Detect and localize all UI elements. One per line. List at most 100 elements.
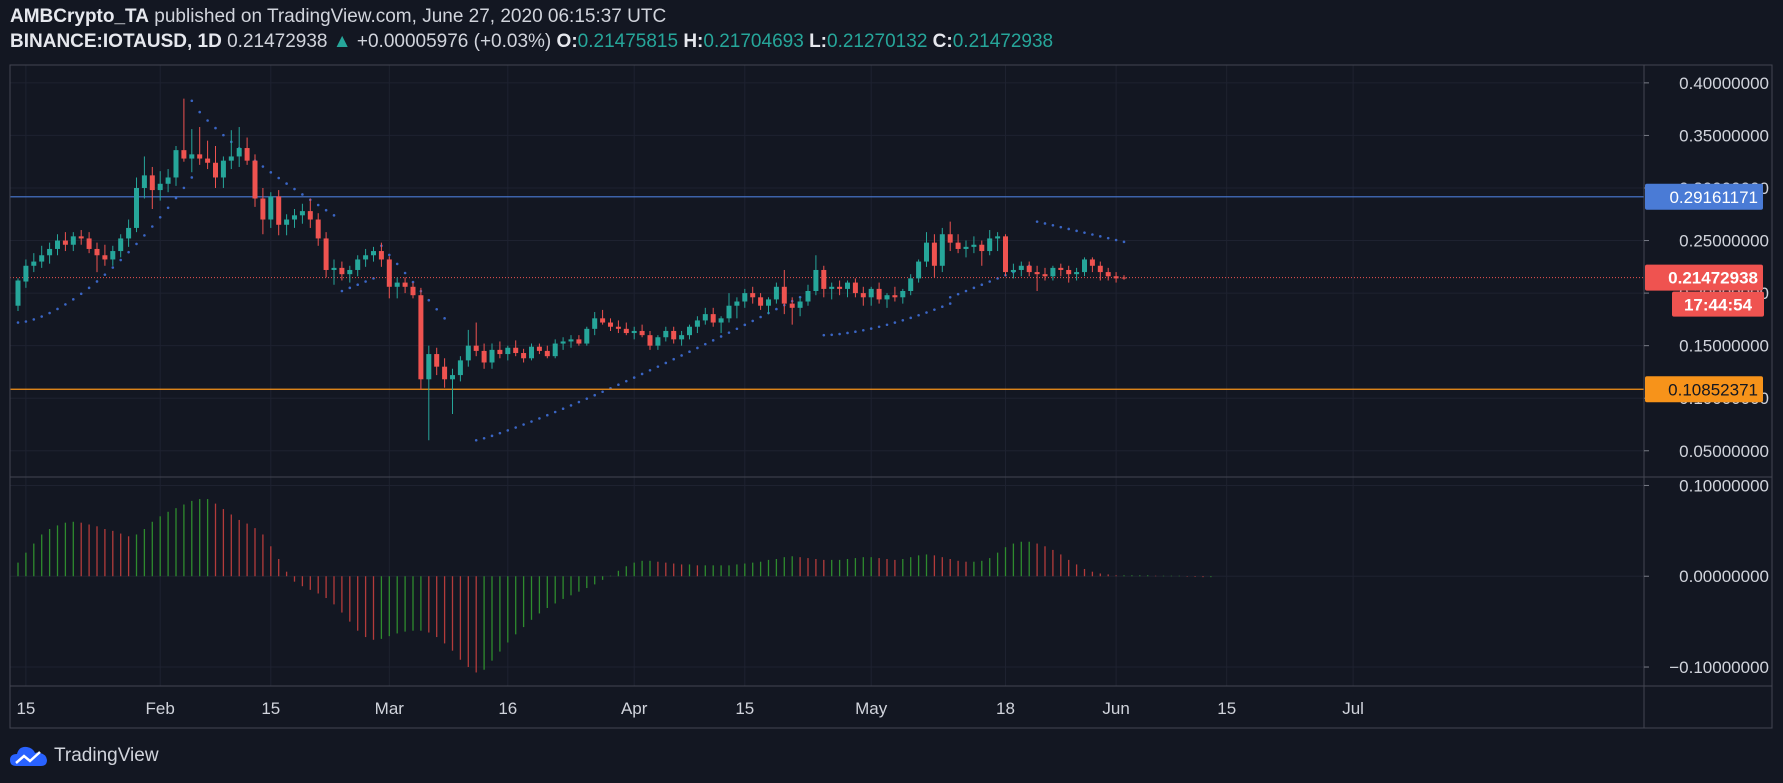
sar-dot (56, 307, 59, 311)
osc-tick-label: −0.10000000 (1669, 658, 1769, 677)
sar-dot (1083, 231, 1086, 234)
candle (852, 278, 858, 298)
candle-body (971, 244, 977, 247)
sar-dot (190, 176, 194, 179)
sar-dot (893, 321, 897, 324)
sar-dot (680, 354, 683, 357)
candle (1066, 265, 1072, 283)
candle (789, 297, 795, 325)
candle (307, 198, 313, 228)
candle (47, 242, 53, 264)
candle (773, 282, 779, 304)
candle (165, 169, 171, 193)
candle-body (987, 238, 993, 252)
candle (1074, 267, 1080, 281)
candle (418, 287, 424, 390)
sar-dot (561, 407, 565, 411)
publisher-name[interactable]: AMBCrypto_TA (10, 6, 149, 27)
candle-body (687, 326, 692, 336)
candle (481, 343, 487, 369)
candle-body (860, 293, 866, 298)
sar-dot (885, 323, 889, 327)
sar-dot (593, 393, 596, 397)
candle (576, 335, 582, 346)
sar-dot (166, 206, 170, 210)
candle-body (773, 286, 779, 300)
sar-dot (482, 436, 486, 440)
candle-body (655, 337, 661, 346)
candle-body (742, 293, 748, 302)
sar-dot (403, 271, 407, 275)
candle (916, 259, 922, 283)
candle-body (995, 236, 1001, 239)
candle (15, 278, 21, 311)
candle (1121, 275, 1127, 280)
candle-body (284, 219, 290, 225)
candle-body (639, 330, 645, 336)
candle-body (197, 154, 203, 159)
candle-body (718, 318, 724, 323)
tradingview-logo[interactable]: TradingView (10, 744, 159, 768)
sar-dot (269, 171, 273, 174)
sar-dot (1099, 235, 1102, 238)
candle-body (31, 261, 37, 266)
candle-body (544, 350, 550, 357)
candle-body (450, 375, 455, 380)
candle (276, 190, 282, 236)
sar-dot (530, 420, 533, 423)
candle-body (78, 236, 84, 239)
candle-body (1066, 269, 1072, 275)
sar-dot (514, 426, 517, 429)
sar-dot (617, 383, 620, 387)
candle-body (228, 156, 234, 161)
chart-frame (9, 64, 1773, 729)
candle (378, 242, 384, 267)
candle-body (781, 286, 787, 304)
sar-dot (285, 182, 288, 185)
x-tick-label: Jul (1342, 699, 1364, 718)
open-label: O: (556, 31, 578, 52)
candle (513, 340, 519, 357)
candle-body (363, 255, 369, 260)
candle-body (647, 335, 653, 346)
candle (718, 316, 724, 334)
publish-info: AMBCrypto_TA published on TradingView.co… (10, 6, 666, 28)
sar-dot (388, 253, 391, 257)
sar-dot (933, 308, 936, 311)
candle-body (916, 261, 922, 279)
candle (939, 227, 945, 273)
candle-body (947, 234, 953, 243)
candle (742, 288, 748, 308)
y-tick-label: 0.35000000 (1679, 126, 1769, 145)
symbol-name[interactable]: BINANCE:IOTAUSD, 1D (10, 31, 222, 52)
candle (623, 322, 629, 336)
sar-dot (711, 339, 715, 342)
sar-dot (198, 110, 201, 114)
candle (39, 245, 45, 268)
sar-dot (948, 302, 952, 305)
candle-body (489, 349, 495, 363)
sar-dot (996, 277, 999, 280)
candle (963, 240, 969, 258)
sar-dot (127, 250, 130, 254)
candle-body (1050, 267, 1056, 277)
candle (758, 293, 764, 310)
sar-dot (151, 225, 154, 228)
candle (694, 316, 700, 334)
sar-dot (79, 292, 83, 296)
horizontal-lines (10, 196, 1644, 390)
sar-dot (941, 305, 944, 309)
sar-dot (917, 313, 920, 317)
candle-body (671, 330, 677, 340)
candle (134, 177, 139, 233)
sar-dot (553, 410, 557, 414)
candle (750, 286, 756, 304)
candle (1034, 265, 1040, 291)
candle-body (631, 330, 637, 334)
sar-dot (143, 234, 146, 237)
sar-dot (719, 335, 723, 338)
candle (679, 330, 685, 346)
candle (924, 232, 929, 267)
high-label: H: (683, 31, 704, 52)
